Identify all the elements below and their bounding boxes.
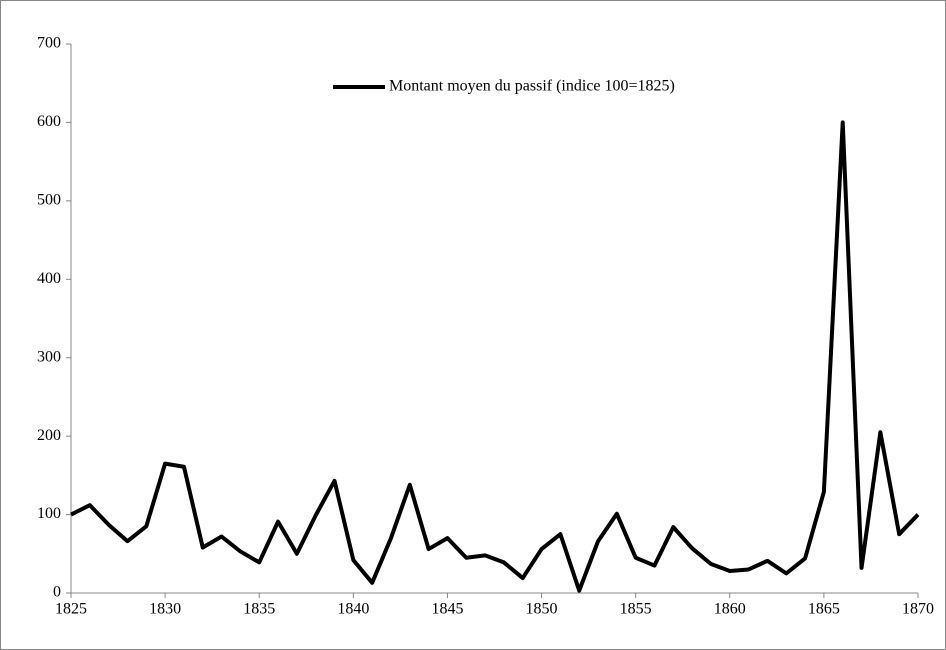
x-tick-label: 1870: [902, 601, 934, 618]
y-tick-label: 100: [37, 505, 61, 522]
y-tick-label: 0: [53, 584, 61, 601]
y-tick-label: 500: [37, 192, 61, 209]
x-tick-label: 1835: [243, 601, 275, 618]
x-tick-label: 1840: [337, 601, 369, 618]
x-tick-label: 1860: [714, 601, 746, 618]
y-tick-label: 700: [37, 35, 61, 52]
x-tick-label: 1855: [620, 601, 652, 618]
y-tick-label: 400: [37, 270, 61, 287]
x-tick-label: 1830: [149, 601, 181, 618]
y-tick-label: 200: [37, 427, 61, 444]
x-tick-label: 1845: [431, 601, 463, 618]
y-tick-label: 600: [37, 113, 61, 130]
x-tick-label: 1825: [55, 601, 87, 618]
y-tick-label: 300: [37, 348, 61, 365]
x-tick-label: 1850: [526, 601, 558, 618]
x-tick-label: 1865: [808, 601, 840, 618]
data-line: [70, 120, 920, 593]
legend-label: Montant moyen du passif (indice 100=1825…: [389, 78, 675, 95]
